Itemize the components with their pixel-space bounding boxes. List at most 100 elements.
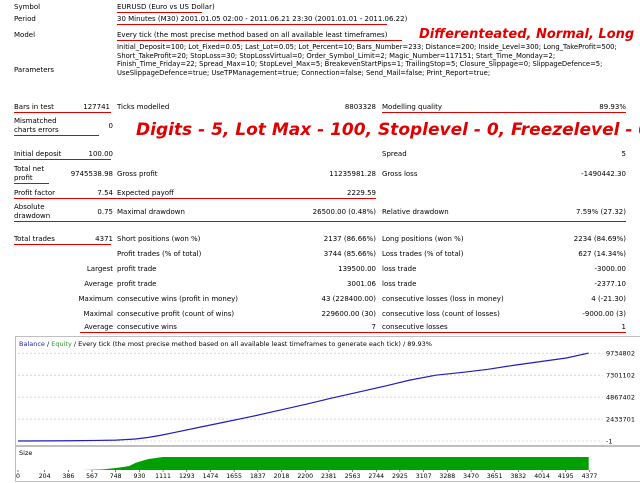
x-tick-label: 4014 — [534, 473, 550, 480]
expected-payoff-value: 2229.59 — [347, 189, 376, 197]
spread-value: 5 — [621, 150, 626, 158]
mismatched-label-line2: charts errors — [14, 126, 59, 134]
mismatched-value: 0 — [108, 122, 113, 130]
absolute-dd-label-line2: drawdown — [14, 212, 51, 220]
legend-description: / Every tick (the most precise method ba… — [72, 340, 432, 348]
average-profit-value: 3001.06 — [347, 280, 376, 288]
loss-trades-label: Loss trades (% of total) — [382, 250, 464, 258]
digits-annotation: Digits - 5, Lot Max - 100, Stoplevel - 0… — [136, 120, 640, 140]
x-tick-label: 3288 — [439, 473, 455, 480]
legend-separator: / — [45, 340, 51, 348]
spread-label: Spread — [382, 150, 407, 158]
maximal-cons-loss-label: consecutive loss (count of losses) — [382, 310, 500, 318]
max-cons-wins-value: 43 (228400.00) — [321, 295, 376, 303]
bars-in-test-label: Bars in test — [14, 103, 54, 111]
x-tick-label: 930 — [134, 473, 146, 480]
x-tick-label: 2381 — [321, 473, 337, 480]
avg-cons-losses-label: consecutive losses — [382, 323, 448, 331]
average-loss-label: loss trade — [382, 280, 417, 288]
average-profit-label: profit trade — [117, 280, 157, 288]
maximal-dd-label: Maximal drawdown — [117, 208, 185, 216]
x-tick-label: 1111 — [155, 473, 171, 480]
series-line-balance — [17, 352, 589, 442]
model-value: Every tick (the most precise method base… — [117, 31, 388, 39]
avg-cons-wins-value: 7 — [371, 323, 376, 331]
gross-profit-label: Gross profit — [117, 170, 158, 178]
largest-loss-label: loss trade — [382, 265, 417, 273]
absolute-dd-value: 0.75 — [97, 208, 113, 216]
mode-annotation: Differenteated, Normal, Long — [419, 27, 635, 42]
maximal-label: Maximal — [83, 310, 113, 318]
x-tick-label: 1837 — [250, 473, 266, 480]
parameters-value: Initial_Deposit=100; Lot_Fixed=0.05; Las… — [117, 43, 617, 77]
initial-deposit-value: 100.00 — [88, 150, 114, 158]
modelling-quality-label: Modelling quality — [382, 103, 442, 111]
parameters-label: Parameters — [14, 66, 55, 74]
gross-profit-value: 11235981.28 — [329, 170, 376, 178]
size-chart: Size 0 204 386 567 748 930 1111 1293 1474 1655 183… — [15, 446, 640, 482]
largest-profit-value: 139500.00 — [338, 265, 376, 273]
legend-equity: Equity — [51, 340, 72, 348]
expected-payoff-label: Expected payoff — [117, 189, 174, 197]
x-tick-label: 386 — [62, 473, 74, 480]
maximal-dd-value: 26500.00 (0.48%) — [312, 208, 376, 216]
symbol-value: EURUSD (Euro vs US Dollar) — [117, 3, 215, 11]
average2-label: Average — [84, 323, 113, 331]
total-net-label-line2: profit — [14, 174, 33, 182]
balance-chart-svg: Balance / Equity / Every tick (the most … — [17, 340, 635, 446]
largest-profit-label: profit trade — [117, 265, 157, 273]
largest-loss-value: -3000.00 — [594, 265, 626, 273]
size-label: Size — [19, 449, 32, 457]
profit-factor-value: 7.54 — [97, 189, 113, 197]
avg-cons-wins-label: consecutive wins — [117, 323, 177, 331]
gross-loss-value: -1490442.30 — [581, 170, 626, 178]
x-tick-label: 2018 — [274, 473, 290, 480]
initial-deposit-label: Initial deposit — [14, 150, 62, 158]
x-tick-label: 4195 — [558, 473, 574, 480]
x-tick-label: 204 — [39, 473, 51, 480]
absolute-dd-label-line1: Absolute — [14, 203, 45, 211]
total-trades-label: Total trades — [14, 235, 55, 243]
mismatched-label-line1: Mismatched — [14, 117, 57, 125]
maximal-cons-profit-value: 229600.00 (30) — [321, 310, 376, 318]
x-tick-label: 3832 — [510, 473, 526, 480]
size-area — [18, 457, 589, 470]
max-cons-losses-value: 4 (-21.30) — [591, 295, 626, 303]
size-chart-svg: Size 0 204 386 567 748 930 1111 1293 1474 1655 183… — [16, 449, 598, 480]
x-tick-label: 2563 — [345, 473, 361, 480]
largest-label: Largest — [86, 265, 113, 273]
max-cons-losses-label: consecutive losses (loss in money) — [382, 295, 504, 303]
maximal-cons-profit-label: consecutive profit (count of wins) — [117, 310, 235, 318]
x-tick-label: 1293 — [179, 473, 195, 480]
profit-trades-value: 3744 (85.66%) — [323, 250, 376, 258]
x-tick-label: 567 — [86, 473, 98, 480]
model-label: Model — [14, 31, 36, 39]
total-net-value: 9745538.98 — [70, 170, 113, 178]
period-label: Period — [14, 15, 36, 23]
x-tick-label: 3107 — [416, 473, 432, 480]
period-value: 30 Minutes (M30) 2001.01.05 02:00 - 2011… — [117, 15, 408, 23]
loss-trades-value: 627 (14.34%) — [578, 250, 626, 258]
average-label: Average — [84, 280, 113, 288]
long-positions-value: 2234 (84.69%) — [573, 235, 626, 243]
profit-trades-label: Profit trades (% of total) — [117, 250, 202, 258]
modelling-quality-value: 89.93% — [599, 103, 626, 111]
x-tick-label: 2925 — [392, 473, 408, 480]
relative-dd-value: 7.59% (27.32) — [576, 208, 626, 216]
svg-text:Balance / Equity / Every tick: Balance / Equity / Every tick (the most … — [19, 340, 432, 348]
x-tick-label: 3651 — [487, 473, 503, 480]
symbol-label: Symbol — [14, 3, 41, 11]
maximal-cons-loss-value: -9000.00 (3) — [582, 310, 626, 318]
x-tick-label: 1655 — [226, 473, 242, 480]
ticks-modelled-value: 8803328 — [344, 103, 376, 111]
y-tick-label: 7301102 — [606, 372, 635, 380]
total-trades-value: 4371 — [95, 235, 113, 243]
avg-cons-losses-value: 1 — [621, 323, 626, 331]
total-net-label-line1: Total net — [14, 165, 45, 173]
x-tick-label: 3470 — [463, 473, 479, 480]
y-tick-label: 2433701 — [606, 416, 635, 424]
legend-balance: Balance — [19, 340, 45, 348]
gross-loss-label: Gross loss — [382, 170, 418, 178]
x-tick-label: 4377 — [582, 473, 598, 480]
max-cons-wins-label: consecutive wins (profit in money) — [117, 295, 239, 303]
